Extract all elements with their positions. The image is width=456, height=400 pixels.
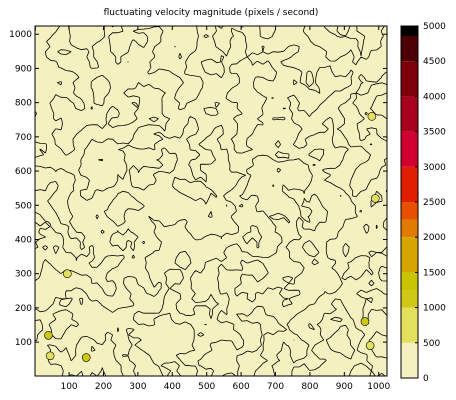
x-tick-label: 900 (336, 382, 353, 392)
colorbar-tick-label: 0 (423, 374, 429, 384)
colorbar-tick-label: 4000 (423, 92, 446, 102)
x-tick-label: 500 (198, 382, 215, 392)
x-tick-label: 100 (60, 382, 77, 392)
x-tick-label: 300 (129, 382, 146, 392)
y-tick-label: 400 (15, 235, 32, 245)
y-tick-label: 300 (15, 270, 32, 280)
colorbar-tick-label: 3000 (423, 163, 446, 173)
x-tick-label: 800 (301, 382, 318, 392)
colorbar-segment (401, 272, 418, 290)
x-tick-label: 700 (267, 382, 284, 392)
colorbar-segment (401, 26, 418, 36)
colorbar-segment (401, 131, 418, 167)
colorbar-tick-label: 4500 (423, 57, 446, 67)
plot-area (35, 26, 387, 376)
x-tick-label: 400 (164, 382, 181, 392)
colorbar-segment (401, 342, 418, 378)
plot-frame (34, 25, 388, 377)
colorbar-segment (401, 166, 418, 202)
y-axis: 100 200 300 400 500 600 700 800 900 1000 (9, 30, 387, 348)
x-tick-label: 200 (95, 382, 112, 392)
colorbar-tick-label: 500 (423, 339, 440, 349)
y-tick-label: 700 (15, 133, 32, 143)
hotspot (44, 330, 53, 340)
x-tick-label: 600 (233, 382, 250, 392)
y-tick-label: 100 (15, 338, 32, 348)
y-tick-label: 800 (15, 99, 32, 109)
colorbar-tick-label: 2000 (423, 233, 446, 243)
colorbar (400, 25, 419, 379)
y-tick-label: 900 (15, 64, 32, 74)
colorbar-segment (401, 307, 418, 343)
hotspot-group (44, 112, 380, 362)
y-tick-label: 200 (15, 304, 32, 314)
hotspot (81, 353, 91, 362)
colorbar-axis: 0 500 1000 1500 2000 2500 3000 3500 4000 4500 5000 (415, 22, 446, 384)
colorbar-tick-label: 3500 (423, 128, 446, 138)
colorbar-segment (401, 96, 418, 132)
x-tick-label: 1000 (367, 382, 390, 392)
colorbar-tick-label: 5000 (423, 22, 446, 32)
hotspot (360, 317, 370, 326)
y-tick-label: 600 (15, 167, 32, 177)
y-tick-label: 1000 (9, 30, 32, 40)
hotspot (365, 341, 375, 350)
hotspot (367, 112, 377, 121)
y-tick-label: 500 (15, 201, 32, 211)
colorbar-segment (401, 290, 418, 308)
hotspot (371, 194, 380, 203)
chart-title: fluctuating velocity magnitude (pixels /… (104, 8, 319, 18)
x-axis: 100 200 300 400 500 600 700 800 900 1000 (60, 26, 390, 392)
colorbar-segment (401, 219, 418, 238)
colorbar-segment (401, 61, 418, 97)
hotspot (45, 351, 55, 361)
colorbar-tick-label: 2500 (423, 198, 446, 208)
hotspot (63, 269, 72, 279)
colorbar-segment (401, 202, 418, 220)
colorbar-tick-label: 1000 (423, 304, 446, 314)
colorbar-tick-label: 1500 (423, 268, 446, 278)
colorbar-segment (401, 237, 418, 273)
